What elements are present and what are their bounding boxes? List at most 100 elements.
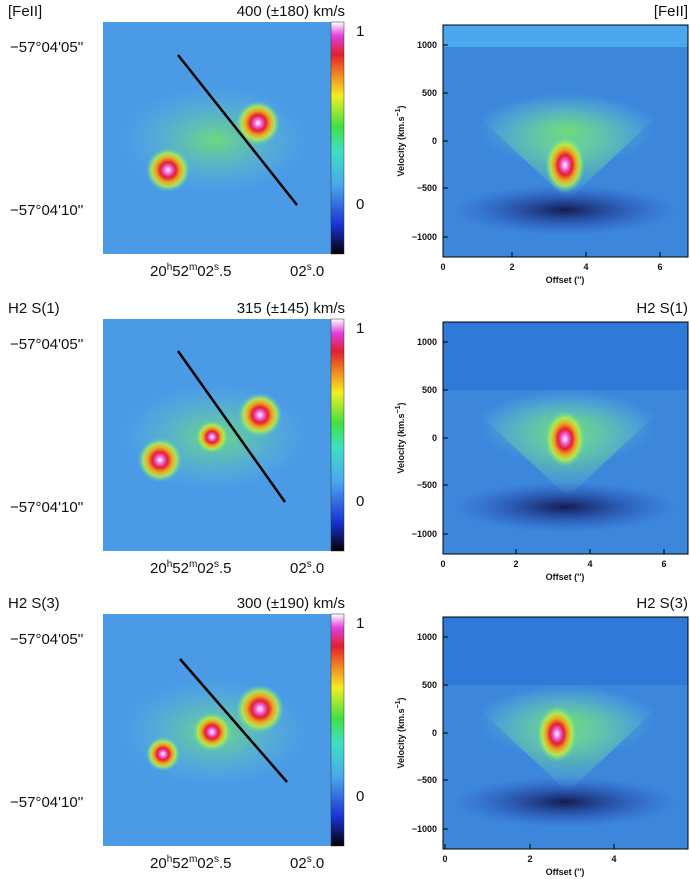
ra-part: 20 [150,560,167,577]
line-label: H2 S(1) [8,300,60,317]
y-tick-label: −1000 [412,232,437,242]
emission-knot [236,685,284,733]
ra-label: 02s.0 [290,262,324,280]
y-tick-label: −1000 [412,824,437,834]
y-tick-label: 0 [432,728,437,738]
pv-core [537,706,577,762]
dec-label: −57°04'10'' [10,202,84,219]
line-label: H2 S(3) [8,595,60,612]
dec-label: −57°04'10'' [10,499,84,516]
line-label: [FeII] [8,3,42,20]
pv-core [545,411,585,467]
colorbar-label: 0 [356,788,364,805]
velocity-label: 400 (±180) km/s [237,3,345,20]
colorbar-label: 0 [356,196,364,213]
ra-part: 02 [197,560,214,577]
x-tick-label: 0 [440,262,445,272]
x-tick-label: 6 [657,262,662,272]
dec-label: −57°04'10'' [10,794,84,811]
ra-label: 02s.0 [290,854,324,872]
colorbar-label: 1 [356,23,364,40]
pv-top-band [443,322,688,390]
ra-part: s [307,854,312,865]
x-tick-label: 0 [442,854,447,864]
velocity-label: 300 (±190) km/s [237,595,345,612]
y-axis-label: Velocity (km.s−1) [395,402,406,473]
ra-part: s [214,854,219,865]
x-tick-label: 6 [661,559,666,569]
y-label-part: Velocity (km.s [396,413,406,473]
y-label-part: ) [396,105,406,108]
ra-part: m [189,559,197,570]
ra-part: s [307,262,312,273]
slit-line [179,658,288,783]
ra-part: s [307,559,312,570]
emission-knot [196,421,228,453]
y-tick-label: 0 [432,433,437,443]
x-tick-label: 4 [611,854,616,864]
emission-knot [146,148,190,192]
dec-label: −57°04'05'' [10,631,84,648]
emission-knot [238,393,282,437]
x-axis-label: Offset ('') [546,867,585,877]
y-tick-label: 500 [422,88,437,98]
panel-row: [FeII] 400 (±180) km/s 1 0 −57°04'05'' −57°04… [8,3,689,285]
emission-knot [146,737,180,771]
ra-part: s [214,262,219,273]
ra-part: h [167,262,173,273]
ra-part: .5 [219,560,232,577]
ra-part: 20 [150,855,167,872]
ra-part: 20 [150,263,167,280]
ra-label: 20h52m02s.5 [150,559,231,577]
velocity-label: 315 (±145) km/s [237,300,345,317]
ra-part: .5 [219,263,232,280]
emission-knot [236,101,280,145]
y-tick-label: 1000 [417,40,437,50]
ra-part: 02 [290,855,307,872]
emission-knot [193,713,231,751]
pv-emission [476,92,656,168]
y-tick-label: −500 [417,183,437,193]
y-label-part: −1 [395,700,402,708]
colorbar-label: 0 [356,493,364,510]
y-label-part: −1 [395,405,402,413]
y-label-part: −1 [395,108,402,116]
y-axis-label: Velocity (km.s−1) [395,105,406,176]
pv-top-band [443,25,688,47]
ra-part: .0 [312,263,325,280]
slit-line [177,54,298,206]
colorbar [330,318,345,552]
ra-part: 52 [172,560,189,577]
y-axis-label: Velocity (km.s−1) [395,697,406,768]
y-tick-label: 500 [422,385,437,395]
x-tick-label: 0 [440,559,445,569]
ra-part: .0 [312,560,325,577]
ra-part: s [214,559,219,570]
y-label-part: Velocity (km.s [396,116,406,176]
ra-label: 02s.0 [290,559,324,577]
pv-title: [FeII] [654,3,688,20]
colorbar [330,21,345,255]
ra-part: 02 [290,263,307,280]
pv-dark [455,777,675,827]
y-tick-label: −1000 [412,529,437,539]
ra-part: 02 [197,855,214,872]
pv-core [545,137,585,193]
ra-part: h [167,559,173,570]
ra-label: 20h52m02s.5 [150,262,231,280]
slit-line [176,350,287,503]
pv-dark [455,185,675,235]
x-tick-label: 2 [527,854,532,864]
y-label-part: ) [396,697,406,700]
y-tick-label: 1000 [417,632,437,642]
pv-top-band [443,617,688,685]
x-axis-label: Offset ('') [546,572,585,582]
ra-part: 02 [197,263,214,280]
ra-part: h [167,854,173,865]
ra-label: 20h52m02s.5 [150,854,231,872]
x-tick-label: 4 [583,262,588,272]
y-tick-label: 500 [422,680,437,690]
ra-part: 02 [290,560,307,577]
x-axis-label: Offset ('') [546,275,585,285]
